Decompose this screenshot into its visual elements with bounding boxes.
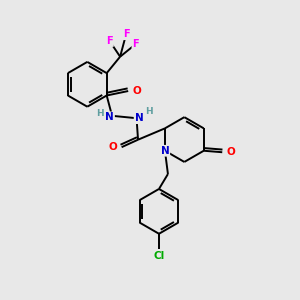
Text: N: N [160,146,169,156]
Text: Cl: Cl [153,251,165,261]
Text: F: F [123,29,129,39]
Text: F: F [106,36,113,46]
Text: O: O [109,142,118,152]
Text: N: N [105,112,114,122]
Text: O: O [226,147,235,157]
Text: F: F [132,39,139,49]
Text: O: O [132,86,141,96]
Text: H: H [96,109,103,118]
Text: H: H [145,107,153,116]
Text: N: N [135,113,143,123]
